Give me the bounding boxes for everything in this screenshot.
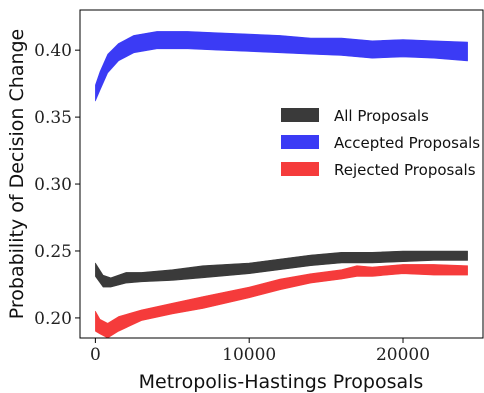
y-tick-label: 0.20	[34, 309, 72, 329]
y-tick-label: 0.40	[34, 41, 72, 61]
x-tick-label: 10000	[222, 345, 276, 365]
y-tick-label: 0.35	[34, 108, 72, 128]
x-tick-label: 0	[90, 345, 101, 365]
series-layer	[95, 31, 468, 339]
ticks-layer: 0 10000 20000 0.20 0.25 0.30 0.35 0.40	[34, 41, 430, 365]
series-band-all-proposals	[95, 250, 468, 288]
legend-label: All Proposals	[334, 107, 429, 125]
legend-swatch	[281, 108, 319, 122]
legend-swatch	[281, 162, 319, 176]
y-tick-label: 0.30	[34, 175, 72, 195]
legend-swatch	[281, 135, 319, 149]
y-axis-label: Probability of Decision Change	[6, 29, 28, 320]
y-tick-label: 0.25	[34, 242, 72, 262]
legend: All Proposals Accepted Proposals Rejected …	[281, 107, 480, 179]
plot-frame	[79, 9, 484, 339]
x-axis-label: Metropolis-Hastings Proposals	[139, 371, 424, 393]
x-tick-label: 20000	[376, 345, 430, 365]
legend-label: Rejected Proposals	[334, 161, 476, 179]
series-band-rejected-proposals	[95, 264, 468, 339]
legend-label: Accepted Proposals	[334, 134, 480, 152]
series-band-accepted-proposals	[95, 31, 468, 102]
